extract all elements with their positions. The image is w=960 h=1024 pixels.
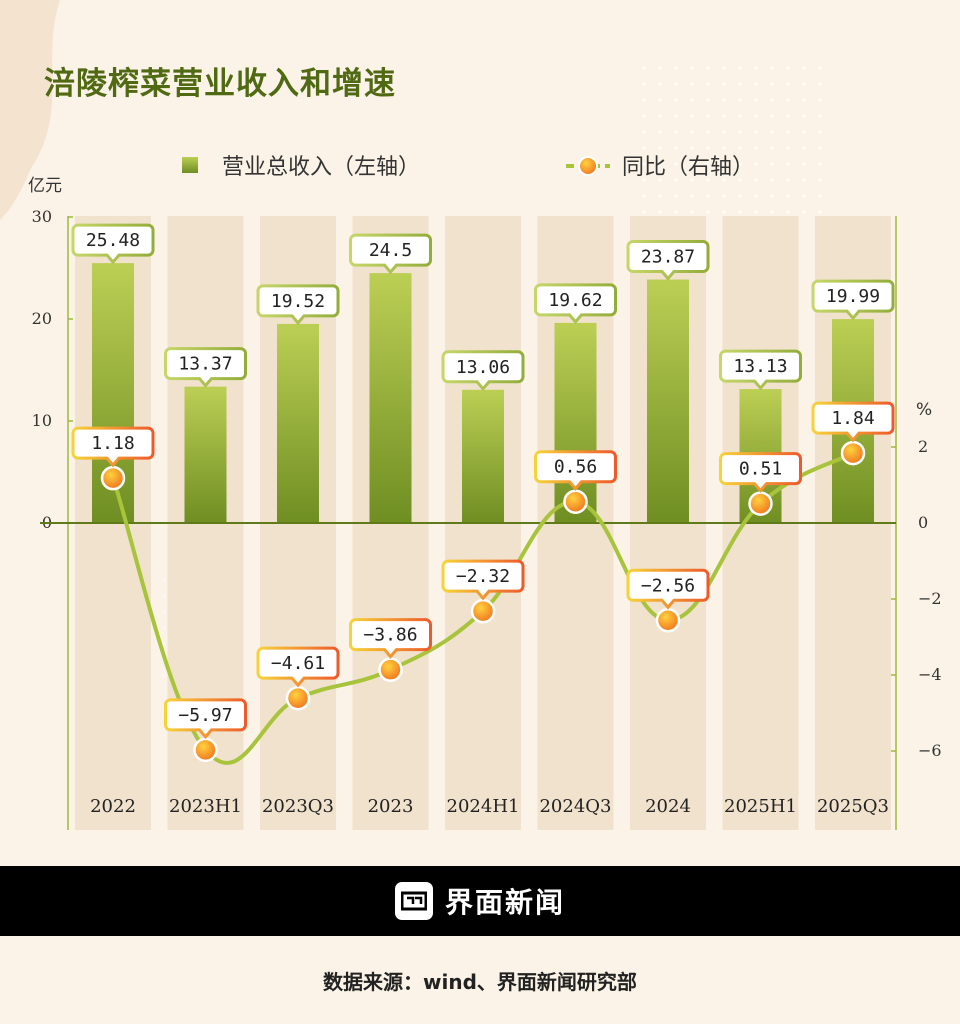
yoy-value-label: −5.97 bbox=[164, 698, 247, 740]
bar-value-label-text: 23.87 bbox=[641, 247, 695, 268]
decorative-dots-top bbox=[640, 60, 830, 220]
left-axis-tick-label: 20 bbox=[32, 309, 52, 328]
right-axis-tick-label: 0 bbox=[918, 513, 928, 532]
yoy-value-label-text: −2.56 bbox=[641, 575, 695, 596]
yoy-value-label: −2.56 bbox=[626, 568, 710, 610]
yoy-value-label-box bbox=[71, 426, 155, 468]
bar-value-label-box bbox=[164, 347, 247, 388]
legend-line-label: 同比（右轴） bbox=[622, 155, 754, 180]
bar-value-label-text: 13.37 bbox=[178, 354, 232, 375]
yoy-value-label-box bbox=[811, 401, 895, 443]
bar-value-label-text: 24.5 bbox=[369, 240, 412, 261]
legend-line-marker bbox=[578, 156, 598, 176]
x-axis-tick-label: 2024Q3 bbox=[539, 796, 611, 817]
bar-value-label: 24.5 bbox=[349, 233, 432, 275]
yoy-value-label: 1.84 bbox=[811, 401, 895, 443]
yoy-value-label-text: −3.86 bbox=[363, 625, 417, 646]
yoy-value-label: −2.32 bbox=[441, 559, 525, 601]
yoy-value-label-text: 0.51 bbox=[739, 459, 782, 480]
yoy-value-label: 0.51 bbox=[719, 452, 802, 493]
yoy-value-label-text: 1.18 bbox=[91, 433, 134, 454]
bar-value-label-box bbox=[349, 233, 432, 275]
bar-value-label: 25.48 bbox=[71, 223, 155, 265]
footer-bar: 界面新闻 bbox=[0, 866, 960, 936]
yoy-value-label-box bbox=[626, 568, 710, 610]
bar-value-label-text: 25.48 bbox=[86, 230, 140, 251]
bar-value-label-box bbox=[719, 349, 802, 391]
bar-value-label-box bbox=[256, 284, 340, 326]
x-axis-tick-label: 2023Q3 bbox=[262, 796, 334, 817]
right-axis-tick-label: −2 bbox=[918, 589, 942, 608]
bar bbox=[184, 386, 227, 523]
yoy-value-label-text: −5.97 bbox=[178, 705, 232, 726]
bar-value-label-box bbox=[626, 240, 710, 281]
bar-value-label: 23.87 bbox=[626, 240, 710, 281]
yoy-point bbox=[285, 685, 311, 711]
bar-value-label: 13.13 bbox=[719, 349, 802, 391]
decorative-blob bbox=[0, 0, 60, 220]
yoy-point bbox=[840, 440, 866, 466]
yoy-value-label-box bbox=[441, 559, 525, 601]
x-axis-tick-label: 2025H1 bbox=[724, 796, 797, 817]
x-axis-tick-label: 2024 bbox=[645, 796, 691, 817]
yoy-value-label-box bbox=[256, 646, 340, 688]
yoy-value-label-box bbox=[349, 618, 432, 659]
bar bbox=[277, 323, 319, 523]
x-axis-tick-label: 2022 bbox=[90, 796, 136, 817]
yoy-value-label: 1.18 bbox=[71, 426, 155, 468]
bar-value-label-box bbox=[534, 283, 617, 325]
yoy-value-label-box bbox=[164, 698, 247, 740]
right-axis-unit: % bbox=[916, 400, 932, 420]
bar-value-label-box bbox=[441, 350, 525, 392]
bar-value-label-text: 13.13 bbox=[733, 356, 787, 377]
yoy-value-label-text: 1.84 bbox=[831, 408, 874, 429]
yoy-point bbox=[563, 489, 588, 514]
bar-value-label-box bbox=[811, 279, 895, 321]
yoy-value-label: 0.56 bbox=[534, 450, 617, 492]
yoy-point bbox=[748, 491, 773, 516]
yoy-point bbox=[655, 608, 681, 633]
yoy-value-label-box bbox=[534, 450, 617, 492]
x-axis-tick-label: 2023H1 bbox=[169, 796, 242, 817]
yoy-value-label: −3.86 bbox=[349, 618, 432, 659]
bar-value-label-text: 13.06 bbox=[456, 357, 510, 378]
right-axis-tick-label: −4 bbox=[918, 665, 942, 684]
legend-bar-label: 营业总收入（左轴） bbox=[222, 155, 420, 180]
left-axis-tick-label: 10 bbox=[32, 411, 52, 430]
chart-title: 涪陵榨菜营业收入和增速 bbox=[44, 66, 396, 102]
left-axis-unit: 亿元 bbox=[28, 176, 62, 196]
bar-value-label: 19.62 bbox=[534, 283, 617, 325]
x-axis-tick-label: 2023 bbox=[368, 796, 414, 817]
yoy-point bbox=[193, 737, 218, 763]
legend-bar-swatch bbox=[182, 157, 198, 173]
bar-value-label-text: 19.52 bbox=[271, 291, 325, 312]
bar-value-label: 19.52 bbox=[256, 284, 340, 326]
x-axis-tick-label: 2025Q3 bbox=[817, 796, 889, 817]
bar-value-label-box bbox=[71, 223, 155, 265]
brand-name: 界面新闻 bbox=[444, 886, 565, 919]
yoy-point bbox=[470, 598, 496, 624]
yoy-value-label: −4.61 bbox=[256, 646, 340, 688]
bar-value-label: 13.37 bbox=[164, 347, 247, 388]
yoy-value-label-text: −2.32 bbox=[456, 566, 510, 587]
bar bbox=[462, 389, 504, 523]
bar bbox=[369, 273, 412, 523]
bar-value-label-text: 19.62 bbox=[548, 290, 602, 311]
bar-value-label: 13.06 bbox=[441, 350, 525, 392]
jiemian-logo-icon bbox=[394, 882, 433, 920]
bar-value-label: 19.99 bbox=[811, 279, 895, 321]
right-axis-tick-label: 2 bbox=[918, 437, 928, 456]
yoy-point bbox=[100, 465, 126, 491]
x-axis-tick-label: 2024H1 bbox=[447, 796, 520, 817]
left-axis-tick-label: 30 bbox=[32, 207, 52, 226]
yoy-value-label-text: 0.56 bbox=[554, 457, 597, 478]
chart: 0102030亿元20−2−4−6%20222023H12023Q3202320… bbox=[0, 0, 942, 830]
yoy-point bbox=[378, 657, 403, 682]
bar bbox=[647, 279, 689, 523]
data-source: 数据来源：wind、界面新闻研究部 bbox=[323, 970, 637, 994]
yoy-value-label-text: −4.61 bbox=[271, 653, 325, 674]
yoy-value-label-box bbox=[719, 452, 802, 493]
bar-value-label-text: 19.99 bbox=[826, 286, 880, 307]
right-axis-tick-label: −6 bbox=[918, 741, 942, 760]
